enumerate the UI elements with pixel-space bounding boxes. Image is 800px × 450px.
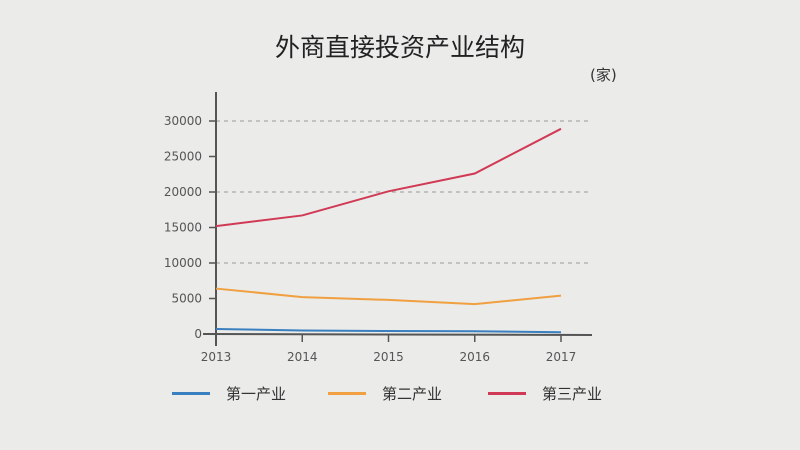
series-line-3 [215, 127, 562, 228]
y-tick-label: 5000 [171, 292, 202, 306]
x-tick-label: 2014 [287, 350, 318, 364]
y-tick-label: 25000 [164, 150, 202, 164]
legend-label: 第一产业 [226, 385, 287, 403]
legend-label: 第三产业 [542, 385, 603, 403]
x-tick-label: 2013 [201, 350, 232, 364]
unit-label: (家) [590, 66, 617, 84]
y-tick-label: 15000 [164, 221, 202, 235]
y-tick-label: 20000 [164, 185, 202, 199]
legend-swatch [328, 392, 366, 395]
chart-title: 外商直接投资产业结构 [274, 33, 525, 62]
legend-label: 第二产业 [382, 385, 443, 403]
x-tick-label: 2015 [373, 350, 404, 364]
legend-swatch [172, 392, 210, 395]
y-tick-label: 10000 [164, 256, 202, 270]
legend-item: 第二产业 [328, 383, 442, 404]
y-tick-label: 0 [194, 327, 202, 341]
series-line-2 [215, 287, 562, 306]
x-axis [202, 333, 593, 336]
legend-item: 第一产业 [172, 383, 286, 404]
series-line-1 [215, 328, 562, 334]
x-tick-label: 2016 [459, 350, 490, 364]
y-tick-label: 30000 [164, 114, 202, 128]
x-tick-label: 2017 [546, 350, 577, 364]
legend-item: 第三产业 [488, 383, 602, 404]
legend-swatch [488, 392, 526, 395]
